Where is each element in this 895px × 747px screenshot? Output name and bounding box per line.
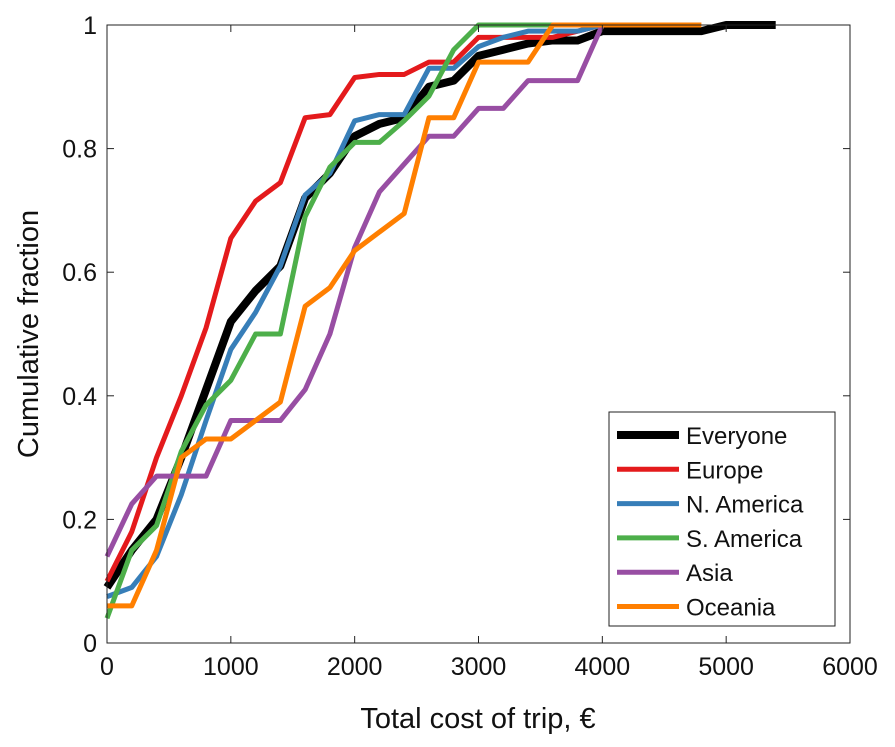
legend-label: Everyone xyxy=(686,423,787,450)
x-tick-label: 4000 xyxy=(575,653,631,681)
series-line-asia xyxy=(104,23,605,558)
legend-box xyxy=(608,411,836,627)
y-tick-label: 0 xyxy=(83,630,97,658)
axis-ticks: 0 1000 2000 3000 4000 5000 6000 0 0.2 0.4 0.6 0.8 1 xyxy=(62,12,878,681)
legend-label: S. America xyxy=(686,526,803,553)
x-tick-label: 2000 xyxy=(327,653,383,681)
legend: Everyone Europe N. America S. America Asia Oc… xyxy=(608,411,836,627)
legend-label: N. America xyxy=(686,492,804,519)
y-tick-label: 0.8 xyxy=(62,136,97,164)
x-axis-label: Total cost of trip, € xyxy=(360,703,595,735)
y-tick-label: 0.6 xyxy=(62,259,97,287)
legend-label: Asia xyxy=(686,560,733,587)
legend-label: Oceania xyxy=(686,595,776,622)
series-line-n-america xyxy=(106,22,603,599)
x-tick-label: 5000 xyxy=(698,653,754,681)
series-line-europe xyxy=(104,22,603,583)
series-line-everyone xyxy=(103,21,776,590)
legend-label: Europe xyxy=(686,457,763,484)
series-line-oceania xyxy=(107,22,702,609)
y-axis-label: Cumulative fraction xyxy=(13,210,45,458)
y-tick-label: 1 xyxy=(83,12,97,40)
y-tick-label: 0.2 xyxy=(62,506,97,534)
x-tick-label: 6000 xyxy=(822,653,878,681)
x-tick-label: 3000 xyxy=(451,653,507,681)
y-tick-label: 0.4 xyxy=(62,383,97,411)
x-tick-label: 1000 xyxy=(203,653,259,681)
x-tick-label: 0 xyxy=(100,653,114,681)
series-lines xyxy=(103,21,776,620)
